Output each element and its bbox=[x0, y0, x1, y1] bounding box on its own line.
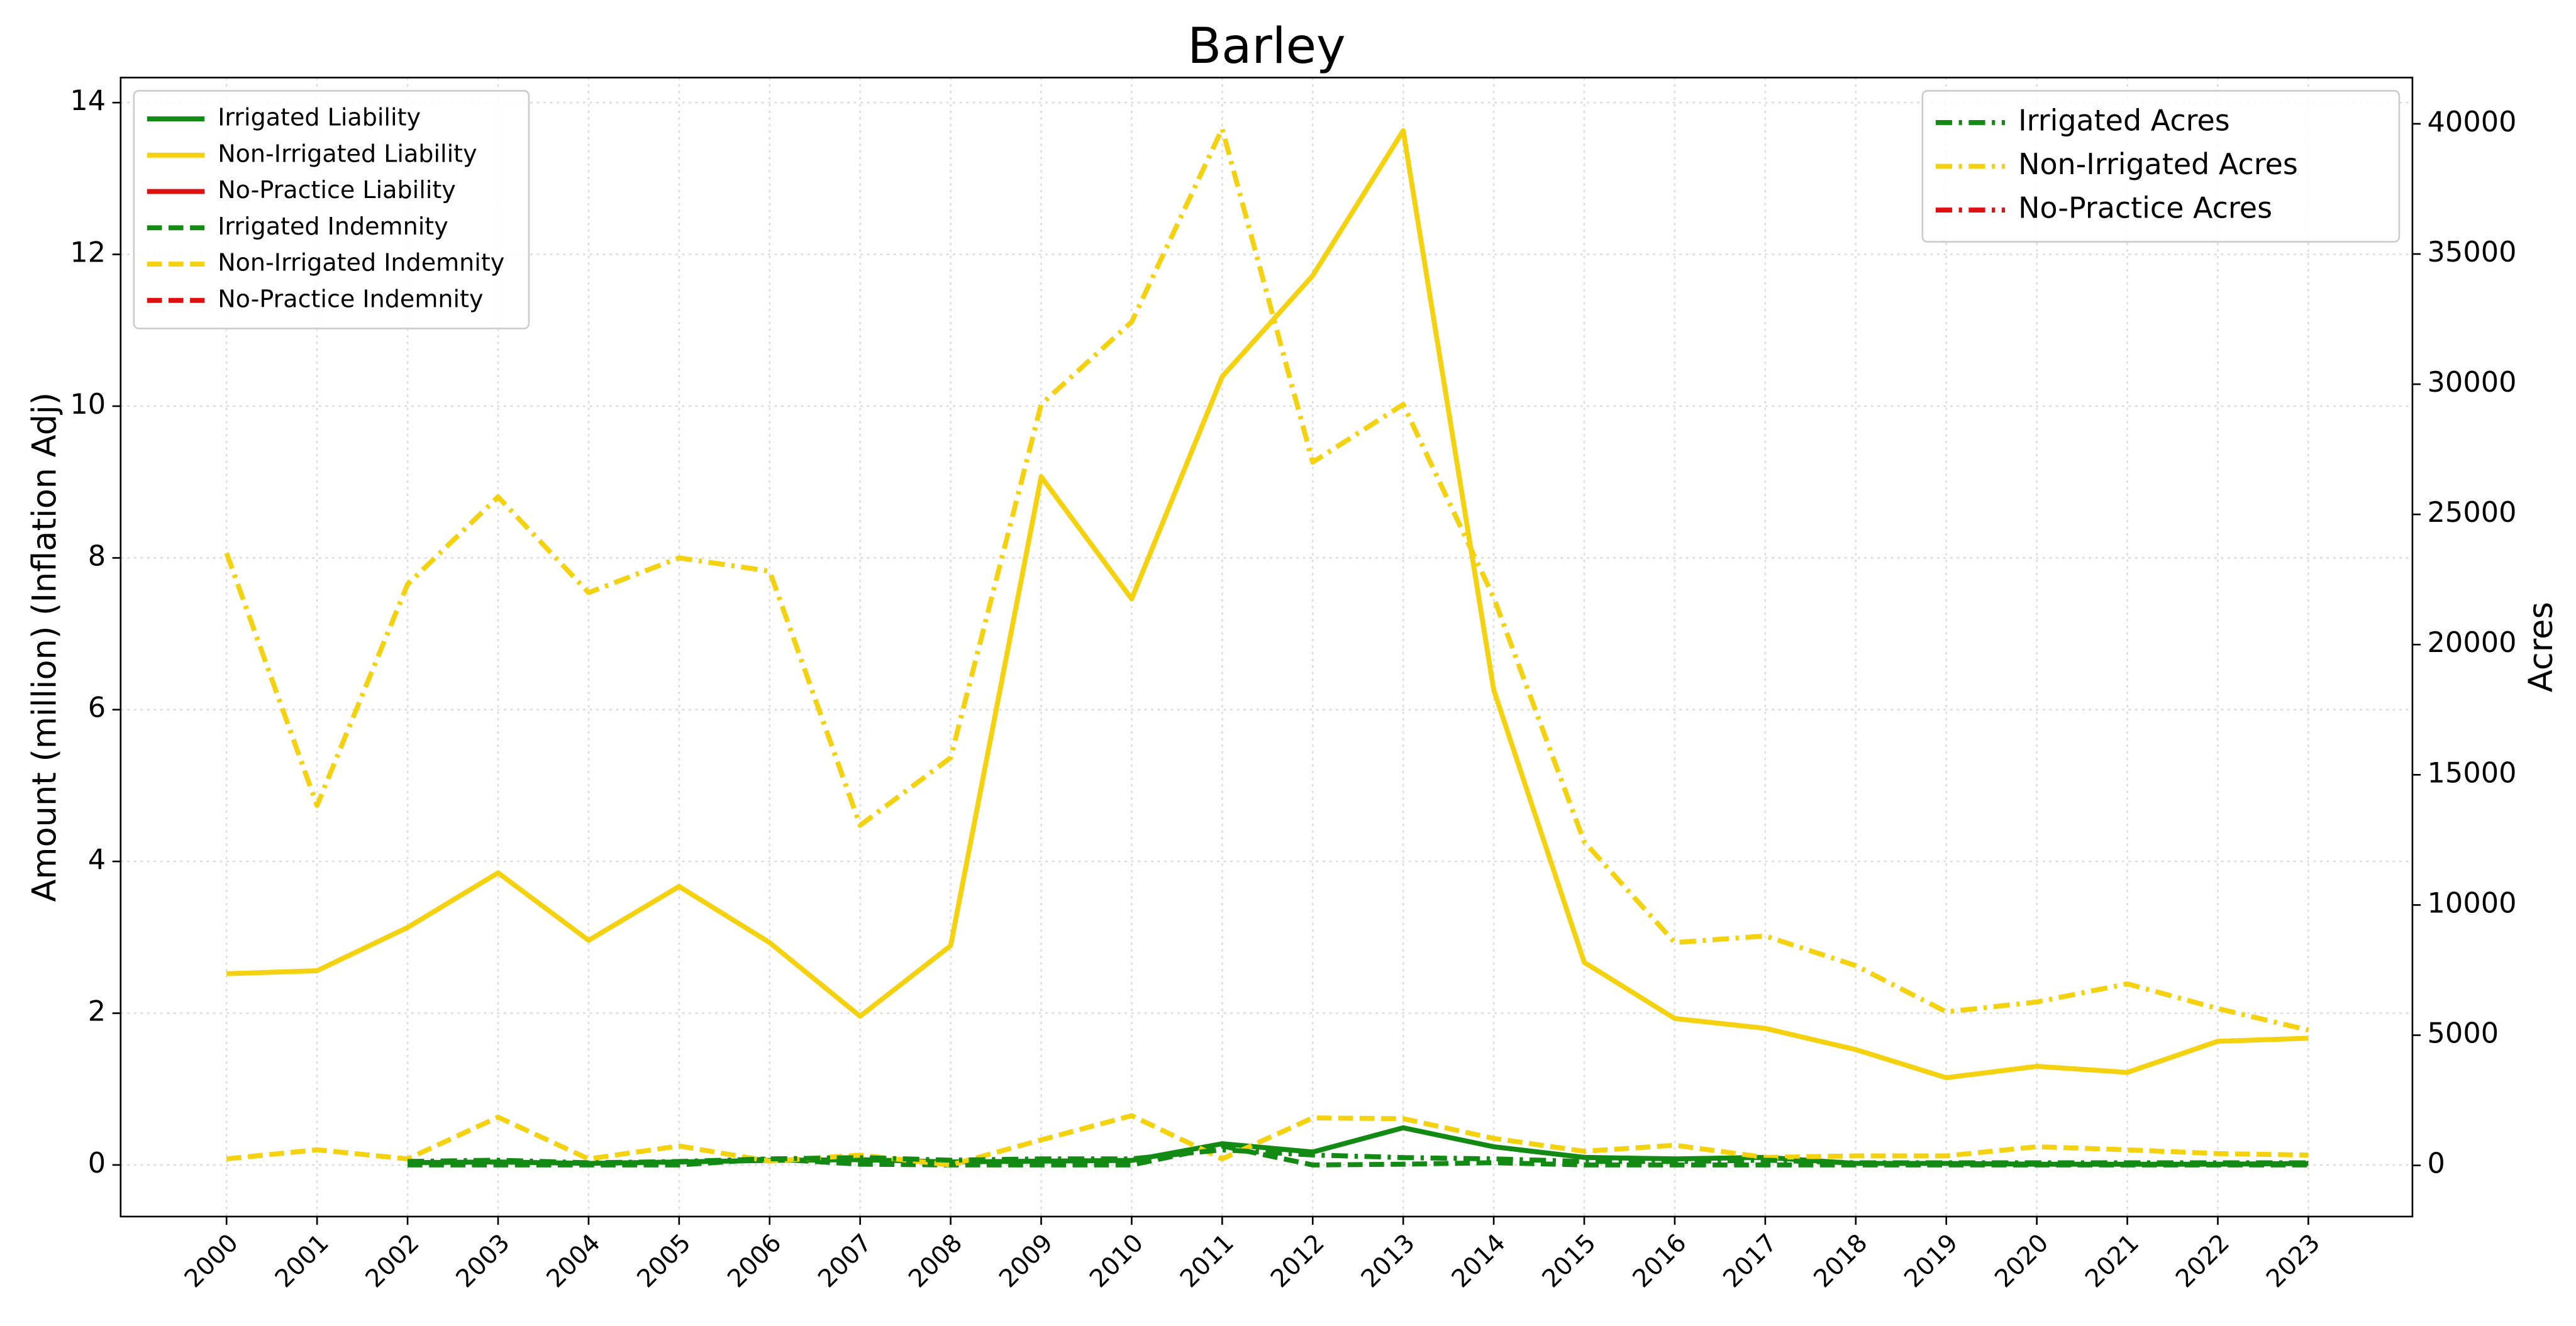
y2-tick-label: 15000 bbox=[2428, 756, 2517, 789]
x-tick-label: 2001 bbox=[269, 1229, 334, 1293]
y-tick-label: 12 bbox=[70, 236, 106, 269]
legend-label: No-Practice Liability bbox=[218, 176, 456, 204]
x-tick-label: 2017 bbox=[1718, 1229, 1782, 1293]
x-tick-label: 2014 bbox=[1446, 1229, 1511, 1293]
x-tick-label: 2011 bbox=[1175, 1229, 1240, 1293]
x-tick-label: 2012 bbox=[1265, 1229, 1330, 1293]
y2-tick-label: 10000 bbox=[2428, 887, 2517, 919]
legend-label: Irrigated Indemnity bbox=[218, 213, 448, 240]
legend-label: No-Practice Acres bbox=[2018, 191, 2272, 225]
y2-tick-label: 40000 bbox=[2428, 106, 2517, 138]
legend: Irrigated Acres Non-Irrigated Acres No-Pra… bbox=[1921, 90, 2401, 243]
x-tick-label: 2007 bbox=[813, 1229, 877, 1293]
y2-tick-label: 0 bbox=[2428, 1147, 2445, 1180]
plot-frame bbox=[119, 77, 2414, 1218]
x-tick-label: 2009 bbox=[994, 1229, 1058, 1293]
x-tick-label: 2018 bbox=[1808, 1229, 1873, 1293]
legend-box bbox=[133, 90, 530, 329]
y-tick-label: 8 bbox=[88, 539, 106, 572]
y-tick-label: 4 bbox=[88, 843, 106, 876]
y-tick-label: 14 bbox=[70, 84, 106, 117]
y2-tick-label: 20000 bbox=[2428, 626, 2517, 659]
x-tick-label: 2023 bbox=[2261, 1229, 2326, 1293]
x-tick-label: 2000 bbox=[179, 1229, 243, 1293]
x-tick-label: 2005 bbox=[631, 1229, 696, 1293]
x-tick-label: 2013 bbox=[1355, 1229, 1420, 1293]
x-tick-label: 2019 bbox=[1899, 1229, 1963, 1293]
y2-tick-label: 35000 bbox=[2428, 236, 2517, 268]
x-tick-label: 2008 bbox=[903, 1229, 968, 1293]
y2-axis-label: Acres bbox=[2522, 602, 2560, 692]
legend-label: Non-Irrigated Liability bbox=[218, 140, 477, 167]
x-tick-label: 2004 bbox=[541, 1229, 606, 1293]
x-tick-label: 2003 bbox=[450, 1229, 515, 1293]
series-line bbox=[226, 1113, 2309, 1168]
x-tick-label: 2022 bbox=[2170, 1229, 2235, 1293]
legend: Irrigated Liability Non-Irrigated Liabili… bbox=[133, 90, 530, 329]
y-tick-label: 0 bbox=[88, 1147, 106, 1180]
x-tick-label: 2016 bbox=[1627, 1229, 1692, 1293]
legend-label: Irrigated Liability bbox=[218, 104, 421, 131]
legend-label: Non-Irrigated Indemnity bbox=[218, 249, 504, 277]
x-tick-label: 2002 bbox=[360, 1229, 425, 1293]
y-tick-label: 6 bbox=[88, 692, 106, 724]
series-line bbox=[408, 1143, 2309, 1168]
legend-label: Irrigated Acres bbox=[2018, 103, 2230, 137]
legend-label: Non-Irrigated Acres bbox=[2018, 147, 2298, 181]
series-line bbox=[224, 126, 2309, 1033]
series-line bbox=[226, 128, 2309, 1081]
x-tick-label: 2020 bbox=[1989, 1229, 2054, 1293]
series-line bbox=[408, 1125, 2309, 1167]
x-tick-label: 2010 bbox=[1084, 1229, 1149, 1293]
x-tick-label: 2006 bbox=[722, 1229, 787, 1293]
y-axis-label: Amount (million) (Inflation Adj) bbox=[25, 392, 64, 902]
y2-tick-label: 25000 bbox=[2428, 496, 2517, 529]
y2-tick-label: 30000 bbox=[2428, 366, 2517, 399]
y2-tick-label: 5000 bbox=[2428, 1017, 2499, 1049]
x-tick-label: 2015 bbox=[1536, 1229, 1601, 1293]
chart-title: Barley bbox=[1187, 17, 1346, 75]
y-tick-label: 2 bbox=[88, 995, 106, 1027]
x-tick-label: 2021 bbox=[2080, 1229, 2145, 1293]
y-tick-label: 10 bbox=[70, 388, 106, 421]
legend-box bbox=[1921, 90, 2401, 243]
legend-label: No-Practice Indemnity bbox=[218, 285, 483, 312]
